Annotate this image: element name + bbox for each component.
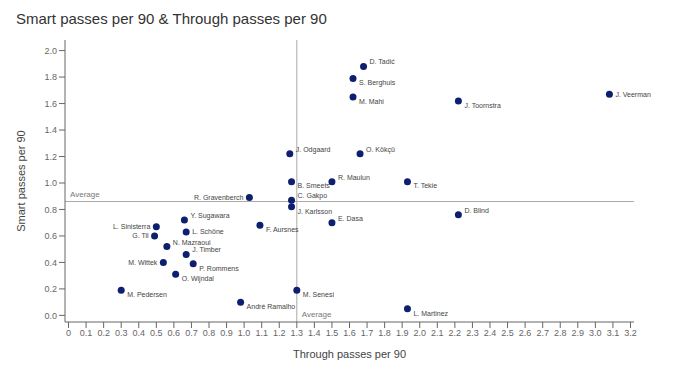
svg-text:1.8: 1.8 [44, 72, 57, 82]
svg-text:T. Tekie: T. Tekie [413, 182, 437, 189]
svg-text:0.2: 0.2 [97, 328, 110, 338]
svg-text:2.5: 2.5 [501, 328, 514, 338]
svg-text:1.1: 1.1 [255, 328, 268, 338]
svg-text:1.7: 1.7 [361, 328, 374, 338]
svg-text:L. Martinez: L. Martinez [413, 310, 448, 317]
svg-text:M. Pedersen: M. Pedersen [127, 291, 167, 298]
svg-text:0.2: 0.2 [44, 284, 57, 294]
svg-text:0.6: 0.6 [168, 328, 181, 338]
svg-text:M. Senesi: M. Senesi [303, 291, 335, 298]
svg-text:L. Schöne: L. Schöne [192, 228, 224, 235]
svg-text:D. Tadić: D. Tadić [370, 58, 396, 65]
svg-text:0.7: 0.7 [185, 328, 198, 338]
svg-text:1.8: 1.8 [378, 328, 391, 338]
svg-text:0.9: 0.9 [220, 328, 233, 338]
svg-text:O. Kökçü: O. Kökçü [366, 146, 395, 154]
svg-text:J. Veerman: J. Veerman [615, 91, 651, 98]
svg-text:0.0: 0.0 [44, 311, 57, 321]
svg-text:1.3: 1.3 [291, 328, 304, 338]
svg-text:2.0: 2.0 [44, 46, 57, 56]
svg-text:N. Mazraoui: N. Mazraoui [173, 239, 211, 246]
svg-text:G. Til: G. Til [132, 232, 149, 239]
svg-text:0.8: 0.8 [44, 205, 57, 215]
svg-text:P. Rommens: P. Rommens [199, 265, 239, 272]
svg-text:Smart passes per 90: Smart passes per 90 [15, 130, 27, 232]
svg-text:E. Dasa: E. Dasa [338, 215, 363, 222]
svg-text:1.9: 1.9 [396, 328, 409, 338]
svg-text:1.0: 1.0 [44, 178, 57, 188]
svg-text:1.6: 1.6 [44, 99, 57, 109]
svg-text:1.2: 1.2 [44, 152, 57, 162]
svg-text:2.4: 2.4 [484, 328, 497, 338]
svg-text:0.4: 0.4 [44, 258, 57, 268]
svg-text:O. Wijndal: O. Wijndal [182, 275, 215, 283]
svg-text:Through passes per 90: Through passes per 90 [293, 348, 406, 360]
svg-text:D. Blind: D. Blind [464, 207, 489, 214]
svg-text:J. Timber: J. Timber [192, 246, 221, 253]
svg-text:André Ramalho: André Ramalho [247, 303, 296, 310]
svg-text:2.0: 2.0 [413, 328, 426, 338]
svg-text:3.1: 3.1 [607, 328, 620, 338]
svg-text:2.2: 2.2 [449, 328, 462, 338]
svg-text:0.4: 0.4 [133, 328, 146, 338]
svg-text:3.0: 3.0 [589, 328, 602, 338]
svg-text:M. Mahi: M. Mahi [359, 98, 384, 105]
svg-text:J. Karlsson: J. Karlsson [298, 208, 333, 215]
svg-text:1.4: 1.4 [308, 328, 321, 338]
svg-text:1.4: 1.4 [44, 125, 57, 135]
svg-text:1.0: 1.0 [238, 328, 251, 338]
svg-text:Average: Average [70, 190, 100, 199]
svg-text:Y. Sugawara: Y. Sugawara [190, 212, 229, 220]
svg-text:0.6: 0.6 [44, 231, 57, 241]
svg-text:1.2: 1.2 [273, 328, 286, 338]
svg-text:F. Aursnes: F. Aursnes [266, 226, 299, 233]
svg-text:J. Toornstra: J. Toornstra [464, 102, 501, 109]
svg-text:0.1: 0.1 [80, 328, 93, 338]
svg-text:2.9: 2.9 [572, 328, 585, 338]
svg-text:B. Smeets: B. Smeets [298, 182, 331, 189]
svg-text:J. Odgaard: J. Odgaard [296, 146, 331, 154]
svg-text:L. Sinisterra: L. Sinisterra [113, 223, 150, 230]
svg-text:3.2: 3.2 [624, 328, 637, 338]
svg-text:S. Berghuis: S. Berghuis [359, 79, 396, 87]
svg-text:2.8: 2.8 [554, 328, 567, 338]
svg-text:1.6: 1.6 [343, 328, 356, 338]
svg-text:R. Maulun: R. Maulun [338, 174, 370, 181]
svg-text:0.8: 0.8 [203, 328, 216, 338]
svg-text:Average: Average [302, 310, 332, 319]
svg-text:C. Gakpo: C. Gakpo [298, 192, 328, 200]
svg-text:2.3: 2.3 [466, 328, 479, 338]
svg-text:0: 0 [66, 328, 71, 338]
svg-text:0.5: 0.5 [150, 328, 163, 338]
svg-text:2.7: 2.7 [536, 328, 549, 338]
html-text:Smart passes per 90 & Through: Smart passes per 90 & Through passes per… [16, 10, 327, 27]
svg-text:0.3: 0.3 [115, 328, 128, 338]
svg-text:R. Gravenberch: R. Gravenberch [194, 194, 244, 201]
svg-text:2.1: 2.1 [431, 328, 444, 338]
svg-text:1.5: 1.5 [326, 328, 339, 338]
svg-text:2.6: 2.6 [519, 328, 532, 338]
svg-text:M. Wittek: M. Wittek [128, 259, 158, 266]
